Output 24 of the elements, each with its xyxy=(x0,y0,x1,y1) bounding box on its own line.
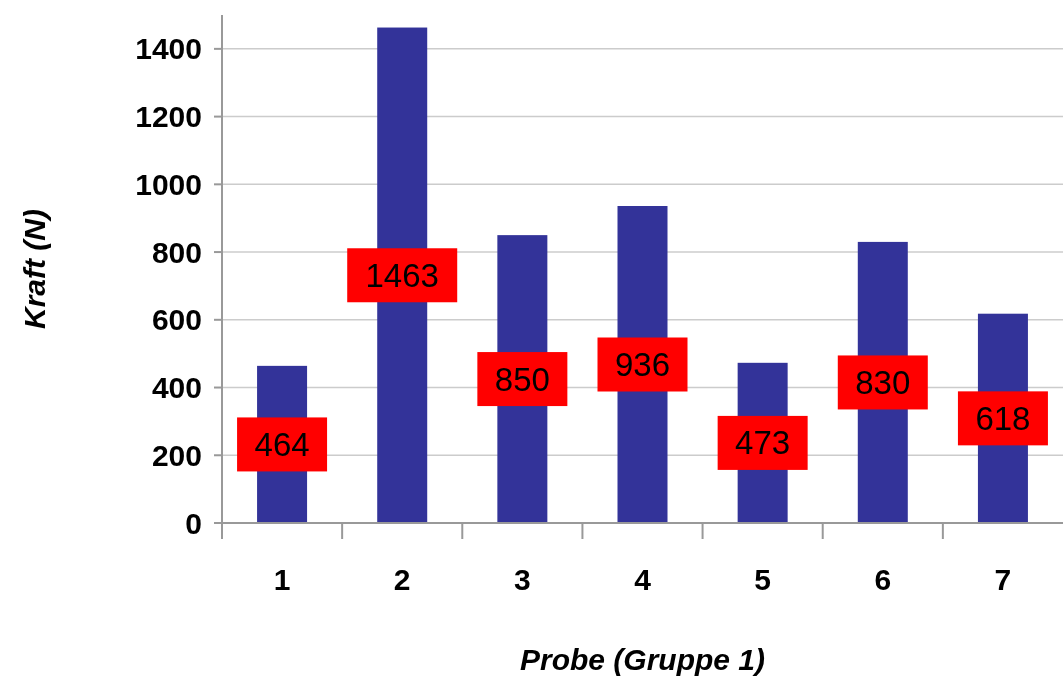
y-tick-label: 1200 xyxy=(135,100,202,134)
data-label: 850 xyxy=(494,360,550,398)
data-label: 464 xyxy=(254,425,310,463)
y-tick-label: 1000 xyxy=(135,167,202,201)
data-label: 473 xyxy=(735,424,791,462)
data-label: 936 xyxy=(614,346,671,383)
y-tick-label: 1400 xyxy=(135,32,202,66)
data-label: 618 xyxy=(975,399,1031,437)
y-axis-title: Kraft (N) xyxy=(18,209,51,329)
y-tick-label: 400 xyxy=(151,371,202,405)
y-tick-label: 600 xyxy=(151,303,202,337)
y-tick-label: 800 xyxy=(151,235,202,269)
y-tick-label: 200 xyxy=(151,438,202,472)
x-tick-label: 5 xyxy=(754,563,771,596)
x-tick-label: 6 xyxy=(874,563,892,596)
data-label: 1463 xyxy=(365,256,439,294)
x-tick-label: 1 xyxy=(273,563,291,596)
x-axis-title: Probe (Gruppe 1) xyxy=(519,643,766,676)
data-label: 830 xyxy=(855,363,911,401)
x-tick-label: 2 xyxy=(393,563,411,596)
x-tick-label: 4 xyxy=(634,563,652,596)
x-tick-label: 3 xyxy=(514,563,531,596)
x-tick-label: 7 xyxy=(994,563,1012,596)
y-tick-label: 0 xyxy=(185,506,202,540)
